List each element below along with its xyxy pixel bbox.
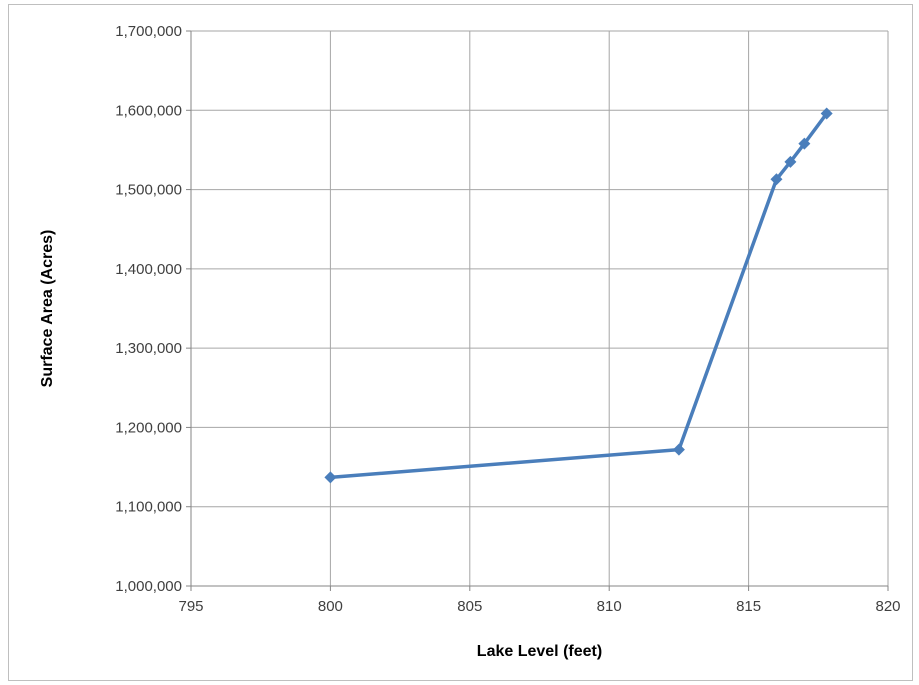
- y-tick-label: 1,600,000: [115, 102, 182, 119]
- x-tick-label: 815: [736, 598, 761, 615]
- x-axis-title: Lake Level (feet): [477, 643, 602, 660]
- data-point: [770, 173, 783, 186]
- y-tick-label: 1,500,000: [115, 182, 182, 199]
- y-tick-label: 1,000,000: [115, 578, 182, 595]
- y-tick-label: 1,300,000: [115, 340, 182, 357]
- tick-labels: 1,000,000 1,100,000 1,200,000 1,300,000 1,40…: [115, 23, 900, 615]
- chart-frame: [8, 4, 913, 681]
- data-point: [324, 471, 337, 484]
- grid: [191, 30, 889, 586]
- data-point: [672, 443, 685, 456]
- data-point: [798, 137, 811, 150]
- y-tick-label: 1,100,000: [115, 499, 182, 516]
- x-tick-label: 820: [875, 598, 900, 615]
- y-tick-label: 1,200,000: [115, 419, 182, 436]
- series-line: [330, 112, 829, 480]
- data-point: [820, 107, 833, 120]
- x-tick-label: 810: [597, 598, 622, 615]
- series: [324, 107, 833, 484]
- y-axis-title: Surface Area (Acres): [39, 230, 56, 388]
- y-tick-label: 1,400,000: [115, 261, 182, 278]
- axes: [186, 30, 889, 591]
- x-tick-label: 805: [457, 598, 482, 615]
- x-tick-label: 800: [318, 598, 343, 615]
- x-tick-label: 795: [178, 598, 203, 615]
- y-tick-label: 1,700,000: [115, 23, 182, 40]
- data-point: [784, 155, 797, 168]
